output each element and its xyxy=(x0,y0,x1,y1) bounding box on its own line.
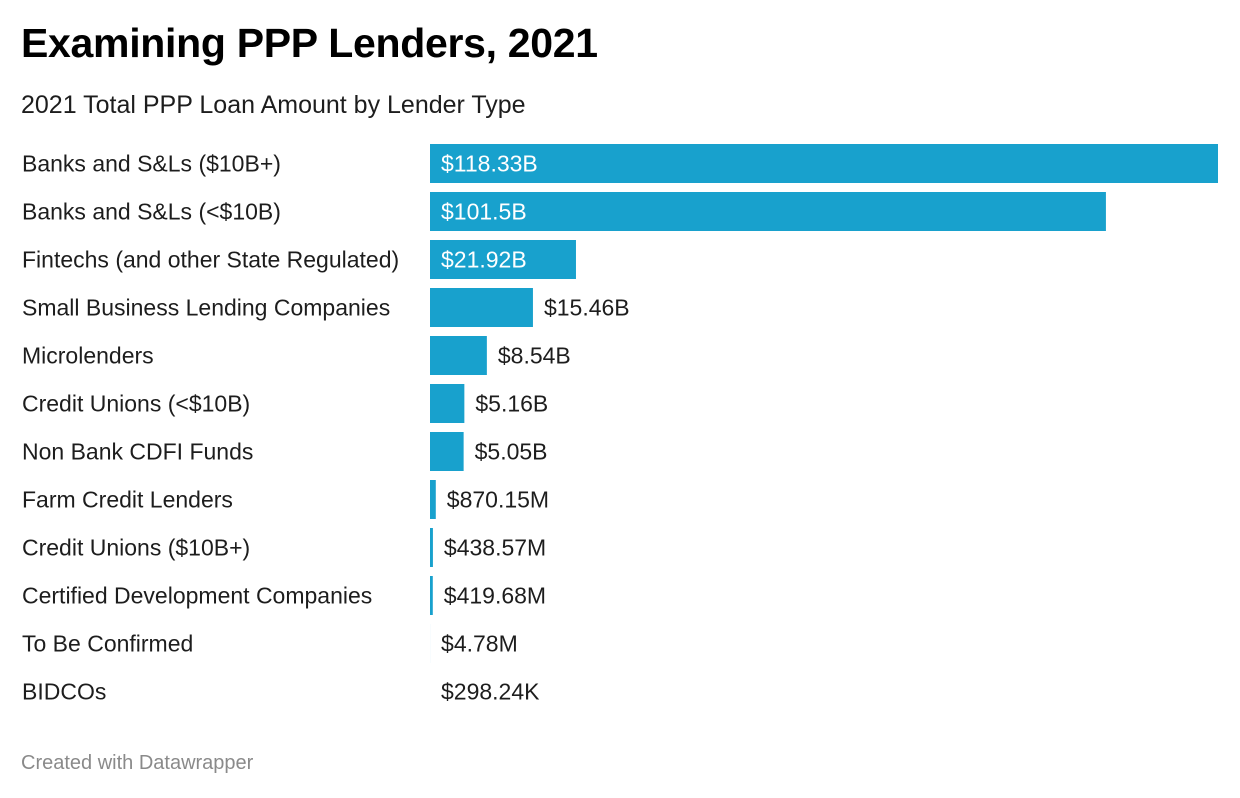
value-label: $298.24K xyxy=(441,679,540,705)
category-label: Certified Development Companies xyxy=(22,583,372,609)
category-label: Credit Unions (<$10B) xyxy=(22,391,250,417)
bar-row: Fintechs (and other State Regulated) $21.… xyxy=(22,240,576,279)
bar xyxy=(430,576,433,615)
bar-row: Credit Unions ($10B+) $438.57M xyxy=(22,528,546,567)
chart-subtitle: 2021 Total PPP Loan Amount by Lender Typ… xyxy=(21,91,526,119)
category-label: Fintechs (and other State Regulated) xyxy=(22,247,399,273)
category-label: Farm Credit Lenders xyxy=(22,487,233,513)
bar xyxy=(430,240,576,279)
bar xyxy=(430,144,1218,183)
category-label: To Be Confirmed xyxy=(22,631,193,657)
category-label: Microlenders xyxy=(22,343,154,369)
bar-row: Farm Credit Lenders $870.15M xyxy=(22,480,549,519)
value-label: $118.33B xyxy=(441,151,538,177)
value-label: $438.57M xyxy=(444,535,546,561)
category-label: Credit Unions ($10B+) xyxy=(22,535,250,561)
bar-row: Small Business Lending Companies $15.46B xyxy=(22,288,630,327)
credit-footer: Created with Datawrapper xyxy=(21,752,254,774)
value-label: $21.92B xyxy=(441,247,527,273)
category-label: Banks and S&Ls (<$10B) xyxy=(22,199,281,225)
category-label: Small Business Lending Companies xyxy=(22,295,390,321)
bar xyxy=(430,336,487,375)
value-label: $8.54B xyxy=(498,343,571,369)
bar-row: Banks and S&Ls ($10B+) $118.33B xyxy=(22,144,1218,183)
bar xyxy=(430,192,1106,231)
value-label: $870.15M xyxy=(447,487,549,513)
bar xyxy=(430,288,533,327)
bar-row: Microlenders $8.54B xyxy=(22,336,571,375)
value-label: $5.16B xyxy=(475,391,548,417)
value-label: $4.78M xyxy=(441,631,518,657)
value-label: $15.46B xyxy=(544,295,630,321)
bar-row: Banks and S&Ls (<$10B) $101.5B xyxy=(22,192,1106,231)
bar xyxy=(430,528,433,567)
bar-row: To Be Confirmed $4.78M xyxy=(22,624,518,663)
category-label: BIDCOs xyxy=(22,679,106,705)
value-label: $419.68M xyxy=(444,583,546,609)
bar-row: Certified Development Companies $419.68M xyxy=(22,576,546,615)
bar-row: BIDCOs $298.24K xyxy=(22,679,540,705)
category-label: Banks and S&Ls ($10B+) xyxy=(22,151,281,177)
chart-title: Examining PPP Lenders, 2021 xyxy=(21,20,598,66)
value-label: $5.05B xyxy=(475,439,548,465)
bar xyxy=(430,480,436,519)
bar-row: Credit Unions (<$10B) $5.16B xyxy=(22,384,548,423)
bar-row: Non Bank CDFI Funds $5.05B xyxy=(22,432,548,471)
bar xyxy=(430,384,465,423)
category-label: Non Bank CDFI Funds xyxy=(22,439,253,465)
bar xyxy=(430,432,464,471)
value-label: $101.5B xyxy=(441,199,527,225)
